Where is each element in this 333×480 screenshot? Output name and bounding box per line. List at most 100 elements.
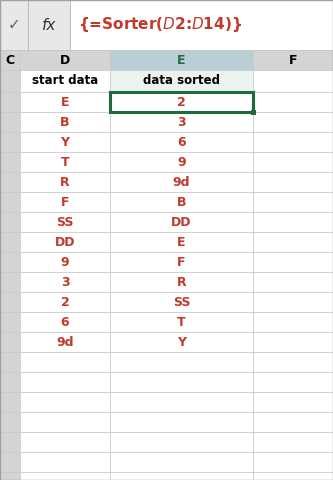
Text: DD: DD [55, 236, 75, 249]
Text: 6: 6 [61, 315, 69, 328]
Bar [20, 50, 110, 70]
Bar [110, 192, 253, 212]
Text: F: F [61, 195, 69, 208]
Bar [110, 332, 253, 352]
Bar [250, 109, 255, 115]
Bar [110, 112, 253, 132]
Bar [253, 112, 333, 132]
Bar [0, 372, 20, 392]
Bar [110, 132, 253, 152]
Bar [0, 312, 20, 332]
Bar [110, 212, 253, 232]
Bar [20, 392, 110, 412]
Bar [253, 392, 333, 412]
Bar [253, 212, 333, 232]
Bar [0, 112, 20, 132]
Bar [253, 192, 333, 212]
Bar [253, 412, 333, 432]
Bar [0, 172, 20, 192]
Bar [20, 452, 110, 472]
Bar [20, 472, 110, 480]
Bar [20, 252, 110, 272]
Text: 2: 2 [177, 96, 186, 108]
Bar [110, 232, 253, 252]
Bar [253, 432, 333, 452]
Text: 3: 3 [61, 276, 69, 288]
Bar [110, 352, 253, 372]
Bar [110, 312, 253, 332]
Bar [110, 372, 253, 392]
Bar [0, 92, 20, 112]
Bar [253, 372, 333, 392]
Bar [0, 0, 28, 50]
Text: D: D [60, 53, 70, 67]
Bar [20, 112, 110, 132]
Bar [110, 452, 253, 472]
Bar [70, 0, 333, 50]
Bar [20, 192, 110, 212]
Bar [110, 272, 253, 292]
Bar [253, 452, 333, 472]
Text: {=Sorter($D$2:$D$14)}: {=Sorter($D$2:$D$14)} [78, 15, 242, 35]
Text: 9d: 9d [173, 176, 190, 189]
Bar [0, 292, 20, 312]
Bar [253, 132, 333, 152]
Bar [0, 70, 20, 92]
Bar [20, 272, 110, 292]
Bar [110, 172, 253, 192]
Bar [253, 252, 333, 272]
Text: 6: 6 [177, 135, 186, 148]
Text: data sorted: data sorted [143, 74, 220, 87]
Text: T: T [177, 315, 186, 328]
Bar [20, 332, 110, 352]
Bar [0, 412, 20, 432]
Bar [110, 432, 253, 452]
Bar [110, 70, 253, 92]
Bar [253, 70, 333, 92]
Text: 3: 3 [177, 116, 186, 129]
Text: T: T [61, 156, 69, 168]
Text: SS: SS [173, 296, 190, 309]
Bar [253, 472, 333, 480]
Bar [20, 70, 110, 92]
Bar [0, 50, 20, 70]
Bar [0, 432, 20, 452]
Bar [0, 0, 333, 50]
Text: E: E [177, 53, 186, 67]
Bar [253, 172, 333, 192]
Bar [253, 312, 333, 332]
Bar [0, 252, 20, 272]
Bar [0, 332, 20, 352]
Text: R: R [60, 176, 70, 189]
Bar [0, 472, 20, 480]
Bar [0, 192, 20, 212]
Text: F: F [177, 255, 186, 268]
Bar [0, 272, 20, 292]
Bar [253, 332, 333, 352]
Text: C: C [5, 53, 15, 67]
Bar [0, 452, 20, 472]
Text: DD: DD [171, 216, 192, 228]
Text: ✓: ✓ [8, 17, 20, 33]
Bar [0, 352, 20, 372]
Bar [110, 92, 253, 112]
Bar [110, 412, 253, 432]
Bar [0, 212, 20, 232]
Bar [253, 292, 333, 312]
Text: Y: Y [177, 336, 186, 348]
Bar [253, 50, 333, 70]
Bar [20, 312, 110, 332]
Bar [110, 152, 253, 172]
Bar [110, 252, 253, 272]
Text: B: B [177, 195, 186, 208]
Text: fx: fx [42, 17, 56, 33]
Text: F: F [289, 53, 297, 67]
Bar [20, 292, 110, 312]
Bar [0, 132, 20, 152]
Bar [253, 92, 333, 112]
Text: 9d: 9d [56, 336, 74, 348]
Text: B: B [60, 116, 70, 129]
Bar [20, 372, 110, 392]
Bar [20, 92, 110, 112]
Bar [20, 152, 110, 172]
